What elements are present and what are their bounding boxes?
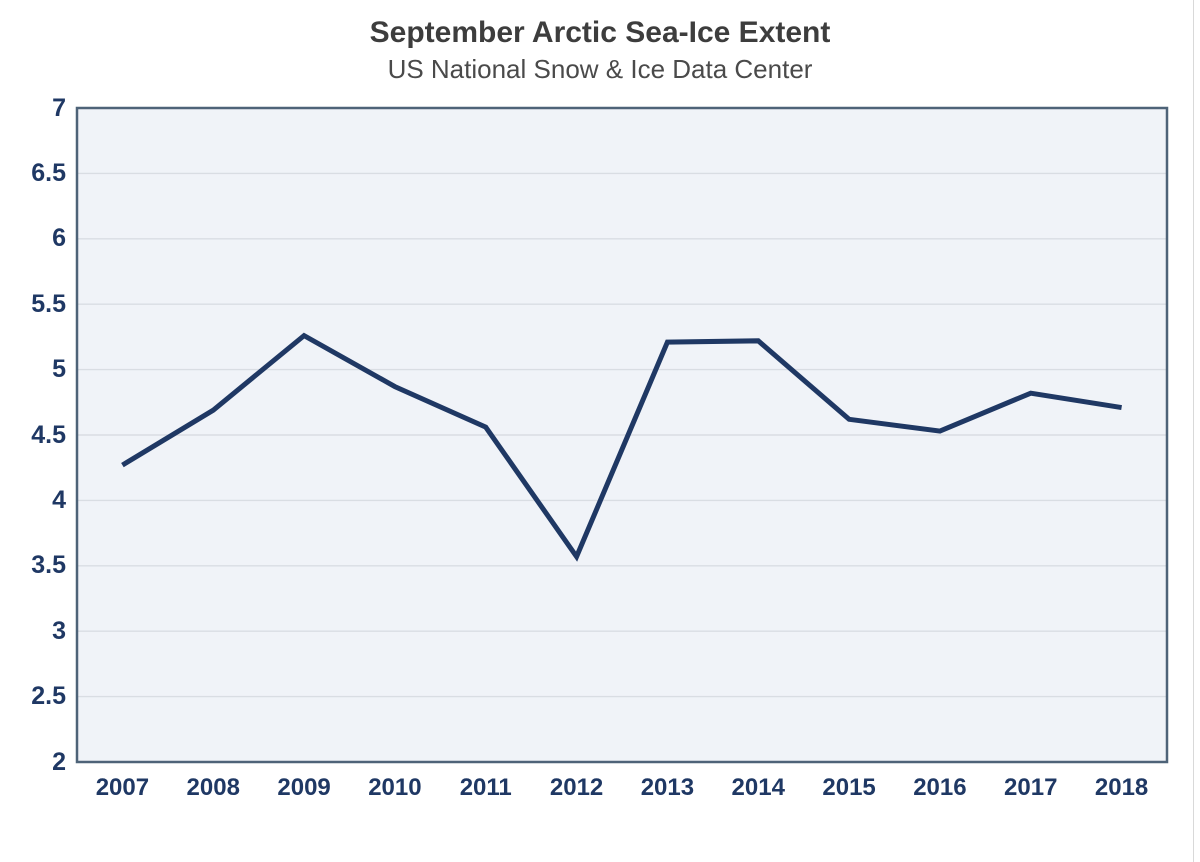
y-tick-label: 2.5	[31, 682, 66, 711]
x-tick-label: 2014	[731, 774, 785, 801]
x-tick-label: 2008	[186, 774, 240, 801]
y-tick-label: 6.5	[31, 158, 66, 187]
x-tick-label: 2015	[822, 774, 876, 801]
window-edge-line	[1193, 0, 1194, 862]
y-tick-label: 5	[52, 355, 66, 384]
x-tick-label: 2013	[640, 774, 695, 801]
x-tick-label: 2007	[95, 774, 150, 801]
y-tick-label: 4.5	[31, 420, 66, 449]
y-tick-label: 4	[52, 485, 66, 514]
x-tick-label: 2012	[549, 774, 604, 801]
x-tick-label: 2010	[368, 774, 422, 801]
y-tick-label: 7	[52, 93, 66, 122]
y-tick-label: 3	[52, 616, 66, 645]
x-tick-label: 2011	[459, 774, 512, 801]
chart-title: September Arctic Sea-Ice Extent	[369, 16, 831, 49]
x-tick-label: 2017	[1004, 774, 1058, 801]
y-tick-label: 2	[52, 747, 66, 776]
x-tick-label: 2016	[913, 774, 967, 801]
y-tick-label: 3.5	[31, 551, 66, 580]
chart-subtitle: US National Snow & Ice Data Center	[387, 54, 813, 84]
sea-ice-extent-line	[121, 332, 1122, 562]
plot-border	[75, 106, 1169, 764]
y-tick-label: 6	[52, 224, 66, 253]
x-tick-label: 2009	[277, 774, 331, 801]
y-tick-label: 5.5	[31, 289, 66, 318]
x-tick-label: 2018	[1094, 774, 1149, 801]
